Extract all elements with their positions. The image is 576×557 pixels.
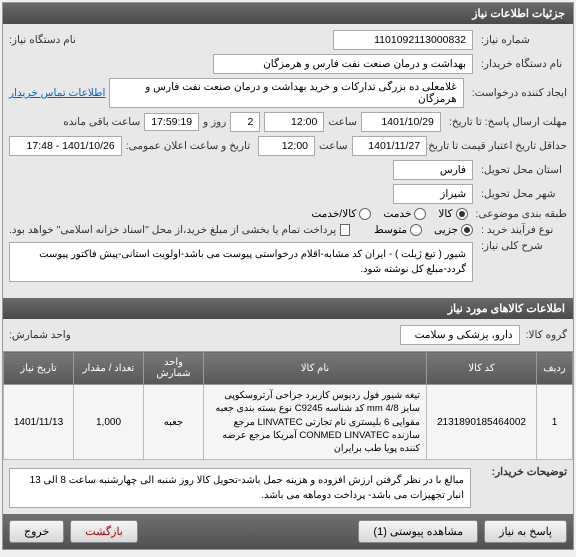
cell-row: 1 xyxy=(537,385,573,460)
buyer-note-label: توضیحات خریدار: xyxy=(477,466,567,478)
radio-medium-label: متوسط xyxy=(374,224,407,236)
credit-date-field: 1401/11/27 xyxy=(352,136,427,156)
countdown-field: 17:59:19 xyxy=(144,113,199,131)
goods-table: ردیف کد کالا نام کالا واحد شمارش تعداد /… xyxy=(3,351,573,460)
contact-link[interactable]: اطلاعات تماس خریدار xyxy=(9,87,105,99)
main-desc-label: شرح کلی نیاز: xyxy=(477,240,567,252)
package-label: طبقه بندی موضوعی: xyxy=(472,208,567,220)
reply-button[interactable]: پاسخ به نیاز xyxy=(484,520,567,543)
panel-title: جزئیات اطلاعات نیاز xyxy=(3,3,573,24)
table-row: 12131890185464002تیغه شیور فول ردیوس کار… xyxy=(4,385,573,460)
exit-button[interactable]: خروج xyxy=(9,520,64,543)
back-button[interactable]: بازگشت xyxy=(70,520,138,543)
col-name: نام کالا xyxy=(204,352,427,385)
deadline-label: مهلت ارسال پاسخ: تا تاریخ: xyxy=(445,116,567,128)
need-number-field: 1101092113000832 xyxy=(333,30,473,50)
announce-label: تاریخ و ساعت اعلان عمومی: xyxy=(126,140,250,152)
days-label: روز و xyxy=(203,116,226,128)
radio-goods[interactable] xyxy=(456,208,468,220)
time-label-2: ساعت xyxy=(319,140,348,152)
days-field: 2 xyxy=(230,112,260,132)
process-label: نوع فرآیند خرید : xyxy=(477,224,567,236)
package-radio-group: کالا خدمت کالا/خدمت xyxy=(311,208,467,220)
province-field: فارس xyxy=(393,160,473,180)
deadline-date-field: 1401/10/29 xyxy=(361,112,441,132)
buyer-name-field: بهداشت و درمان صنعت نفت فارس و هرمزگان xyxy=(213,54,473,74)
col-row: ردیف xyxy=(537,352,573,385)
radio-service[interactable] xyxy=(414,208,426,220)
col-date: تاریخ نیاز xyxy=(4,352,74,385)
time-label-1: ساعت xyxy=(328,116,357,128)
col-qty: تعداد / مقدار xyxy=(74,352,144,385)
footer-buttons: پاسخ به نیاز مشاهده پیوستی (1) بازگشت خر… xyxy=(3,514,573,549)
creator-field: غلامعلی ده بزرگی تدارکات و خرید بهداشت و… xyxy=(109,78,463,108)
group-label: گروه کالا: xyxy=(526,329,567,341)
city-label: شهر محل تحویل: xyxy=(477,188,567,200)
col-code: کد کالا xyxy=(427,352,537,385)
attachments-button[interactable]: مشاهده پیوستی (1) xyxy=(358,520,478,543)
deadline-time-field: 12:00 xyxy=(264,112,324,132)
buyer-name-label: نام دستگاه خریدار: xyxy=(477,58,567,70)
cell-name: تیغه شیور فول ردیوس کاربرد جراحی آرتروسک… xyxy=(204,385,427,460)
creator-label: ایجاد کننده درخواست: xyxy=(468,87,567,99)
remaining-label: ساعت باقی مانده xyxy=(63,116,140,128)
radio-medium[interactable] xyxy=(410,224,422,236)
main-desc-field: شیور ( تیغ ژیلت ) - ایران کد مشابه-اقلام… xyxy=(9,242,473,282)
sub-label: واحد شمارش: xyxy=(9,329,71,341)
cell-qty: 1,000 xyxy=(74,385,144,460)
cell-date: 1401/11/13 xyxy=(4,385,74,460)
city-field: شیراز xyxy=(393,184,473,204)
col-unit: واحد شمارش xyxy=(144,352,204,385)
radio-small-label: جزیی xyxy=(434,224,458,236)
pay-note: پرداخت تمام یا بخشی از مبلغ خرید،از محل … xyxy=(9,224,336,236)
process-radio-group: جزیی متوسط xyxy=(374,224,473,236)
radio-small[interactable] xyxy=(461,224,473,236)
treasury-checkbox[interactable] xyxy=(340,224,350,236)
need-number-label: شماره نیاز: xyxy=(477,34,567,46)
radio-both-label: کالا/خدمت xyxy=(311,208,356,220)
province-label: استان محل تحویل: xyxy=(477,164,567,176)
radio-service-label: خدمت xyxy=(383,208,411,220)
section-goods-title: اطلاعات کالاهای مورد نیاز xyxy=(3,298,573,319)
radio-goods-label: کالا xyxy=(438,208,452,220)
announce-field: 1401/10/26 - 17:48 xyxy=(9,136,122,156)
buyer-note-field: مبالغ با در نظر گرفتن ارزش افزوده و هزین… xyxy=(9,468,471,508)
group-field: دارو، پزشکی و سلامت xyxy=(400,325,520,345)
credit-label: حداقل تاریخ اعتبار قیمت تا تاریخ: xyxy=(431,140,567,152)
radio-both[interactable] xyxy=(359,208,371,220)
cell-code: 2131890185464002 xyxy=(427,385,537,460)
credit-time-field: 12:00 xyxy=(258,136,315,156)
device-name-label: نام دستگاه نیاز: xyxy=(9,34,76,46)
cell-unit: جعبه xyxy=(144,385,204,460)
